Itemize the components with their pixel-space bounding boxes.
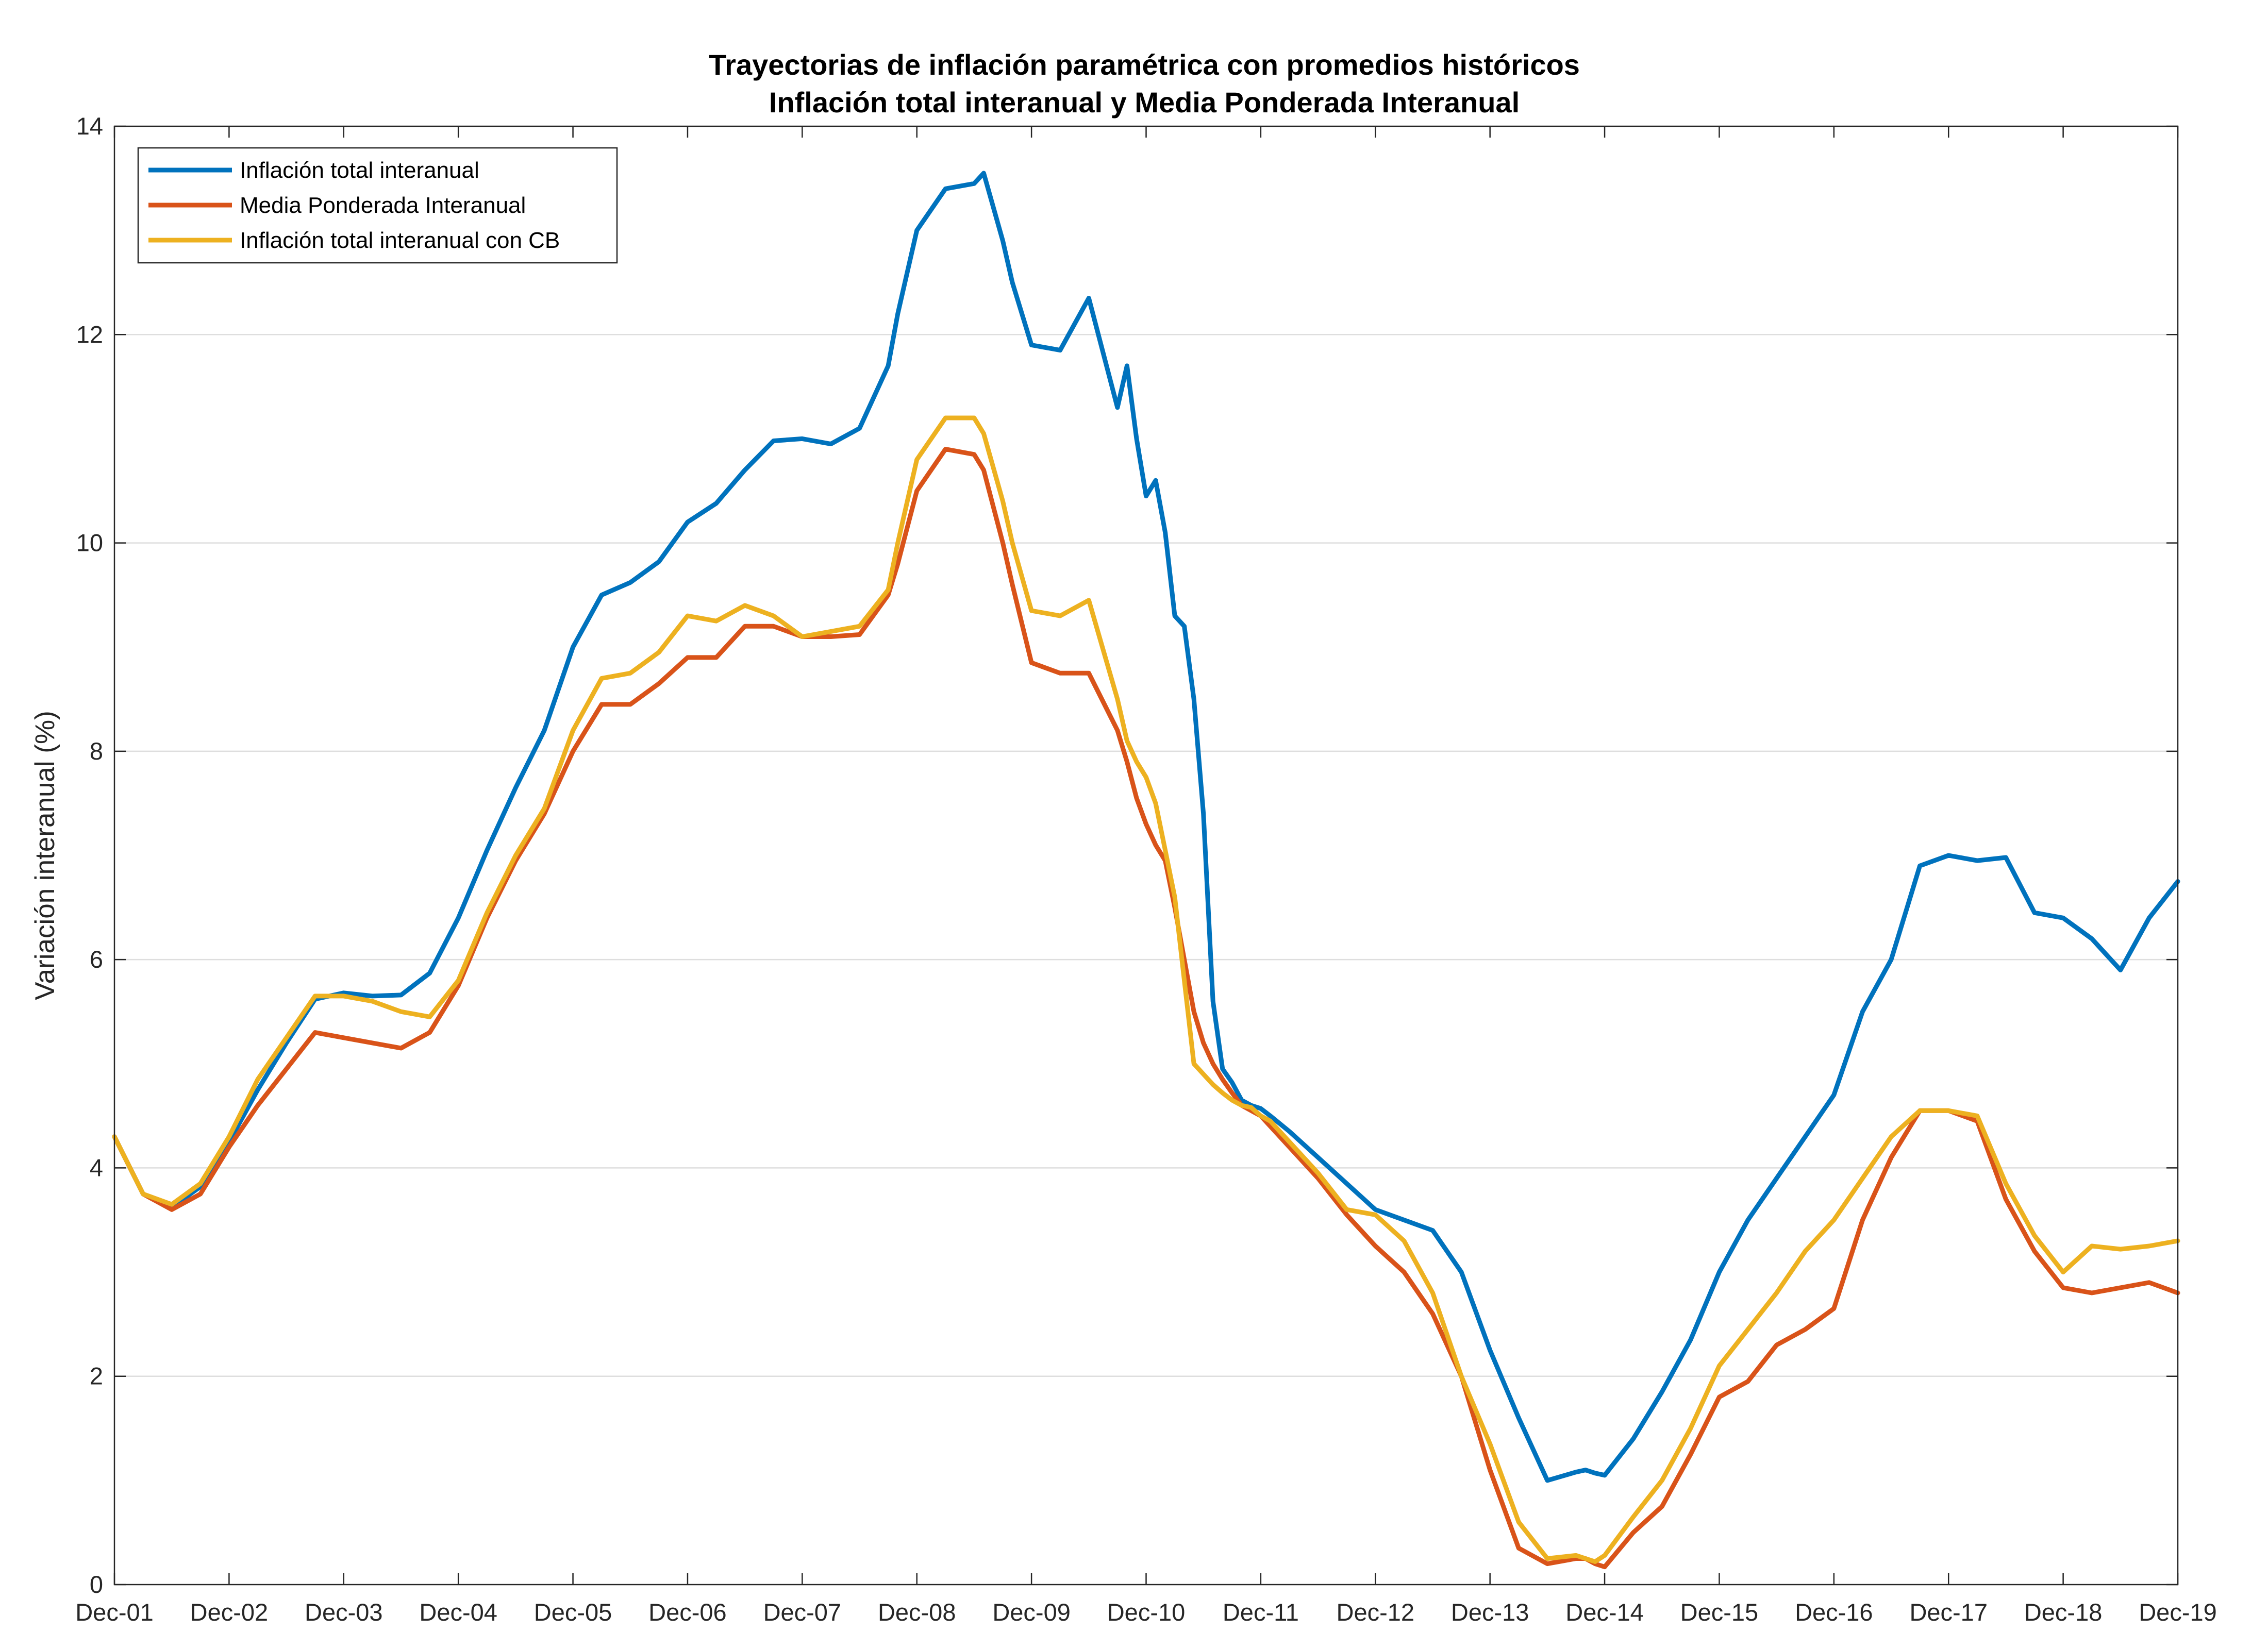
x-tick-label: Dec-13 <box>1451 1598 1529 1626</box>
x-tick-label: Dec-04 <box>419 1598 497 1626</box>
x-tick-label: Dec-19 <box>2139 1598 2217 1626</box>
legend-entry-media-ponderada: Media Ponderada Interanual <box>148 193 526 218</box>
y-tick-label: 14 <box>76 112 103 140</box>
x-tick-label: Dec-02 <box>190 1598 269 1626</box>
x-tick-label: Dec-06 <box>648 1598 727 1626</box>
x-tick-label: Dec-08 <box>878 1598 956 1626</box>
legend-label: Inflación total interanual con CB <box>240 228 560 253</box>
plot-area <box>114 126 2178 1585</box>
legend-label: Media Ponderada Interanual <box>240 193 526 218</box>
x-tick-label: Dec-16 <box>1795 1598 1873 1626</box>
x-tick-label: Dec-10 <box>1107 1598 1186 1626</box>
series-line-3 <box>112 415 2180 1564</box>
chart-title: Trayectorias de inflación paramétrica co… <box>709 48 1580 81</box>
series-line-1 <box>112 171 2180 1483</box>
x-tick-label: Dec-05 <box>534 1598 612 1626</box>
y-tick-label: 6 <box>90 946 103 973</box>
chart-subtitle: Inflación total interanual y Media Ponde… <box>769 86 1520 119</box>
y-tick-label: 2 <box>90 1362 103 1390</box>
axes <box>113 125 2179 1586</box>
x-tick-label: Dec-14 <box>1565 1598 1644 1626</box>
x-tick-label: Dec-15 <box>1680 1598 1759 1626</box>
legend: Inflación total interanual Media Pondera… <box>137 147 618 264</box>
y-tick-label: 8 <box>90 737 103 765</box>
x-tick-label: Dec-03 <box>305 1598 383 1626</box>
legend-label: Inflación total interanual <box>240 158 479 183</box>
axes-box <box>113 125 2179 1586</box>
x-tick-label: Dec-07 <box>763 1598 842 1626</box>
x-tick-label: Dec-12 <box>1337 1598 1415 1626</box>
y-tick-label: 10 <box>76 529 103 557</box>
x-tick-label: Dec-11 <box>1223 1598 1299 1626</box>
legend-entry-inflacion-total: Inflación total interanual <box>148 158 479 183</box>
y-axis-label: Variación interanual (%) <box>30 711 60 1000</box>
x-tick-label: Dec-18 <box>2024 1598 2103 1626</box>
x-tick-label: Dec-17 <box>1909 1598 1988 1626</box>
legend-entry-inflacion-con-cb: Inflación total interanual con CB <box>148 228 560 253</box>
y-tick-label: 0 <box>90 1571 103 1598</box>
tick-labels: 0 2 4 6 8 10 12 14 Dec-01 Dec-02 Dec-03 Dec-04 Dec-0… <box>75 112 2217 1626</box>
x-tick-label: Dec-09 <box>992 1598 1071 1626</box>
grid-lines <box>114 334 2178 1377</box>
y-tick-label: 4 <box>90 1154 103 1181</box>
y-tick-label: 12 <box>76 321 103 348</box>
x-tick-label: Dec-01 <box>75 1598 154 1626</box>
series-lines <box>112 171 2180 1570</box>
